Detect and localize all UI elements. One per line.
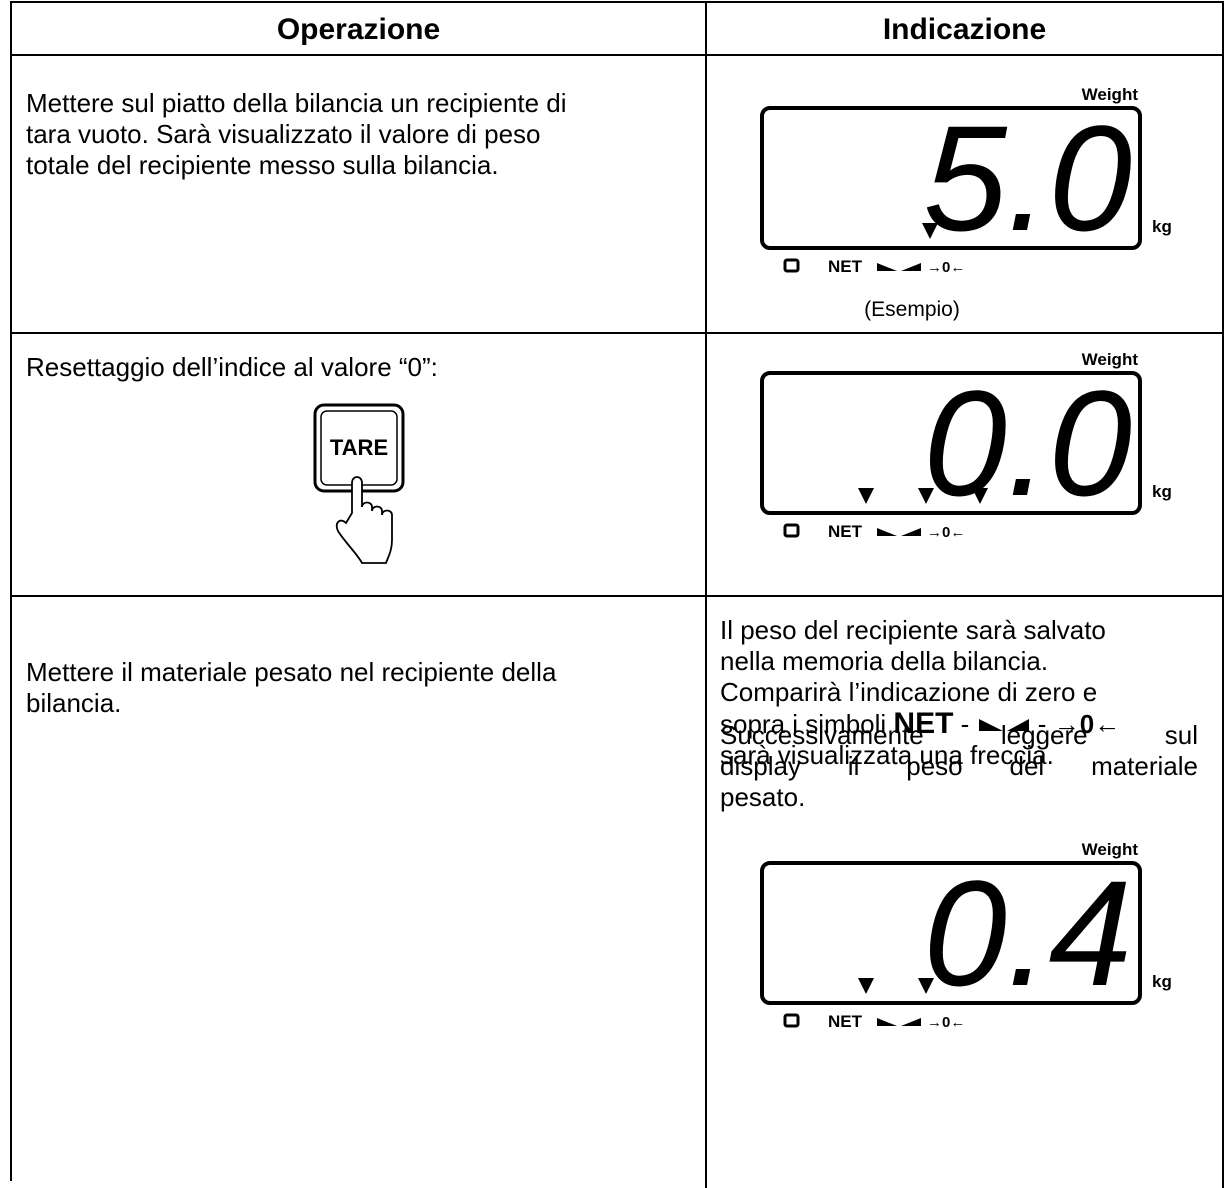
text-line: Mettere sul piatto della bilancia un rec… <box>26 88 567 118</box>
column-header: Indicazione <box>882 13 1047 46</box>
lcd-reading: 0.0 <box>923 359 1132 527</box>
indicator-arrow <box>972 488 988 504</box>
lcd-zero: →0← <box>927 259 965 276</box>
text-line: nella memoria della bilancia. <box>720 646 1049 676</box>
lcd-net: NET <box>828 1012 863 1031</box>
operation-text: Resettaggio dell’indice al valore “0”: <box>26 352 438 383</box>
indicator-arrow <box>858 978 874 994</box>
operation-text: Mettere sul piatto della bilancia un rec… <box>26 88 567 181</box>
lcd-frame <box>760 106 1142 250</box>
tare-symbol <box>901 1018 921 1026</box>
lcd-label: Weight <box>1082 350 1139 369</box>
text-span: sopra i simboli <box>720 709 887 739</box>
lcd-reading: 0.4 <box>923 849 1132 1017</box>
tare-symbol <box>877 263 897 271</box>
text-line: pesato. <box>720 782 806 812</box>
lcd-zero: →0← <box>927 524 965 541</box>
table-border <box>10 1 1224 3</box>
text-line: sarà visualizzata una freccia. <box>720 740 1054 770</box>
intro-text: Successivamente leggere sul display il p… <box>720 720 1198 813</box>
operation-text: Mettere il materiale pesato nel recipien… <box>26 657 556 719</box>
indicator-arrow <box>918 488 934 504</box>
text-line: display il peso del materiale <box>720 751 1198 781</box>
tare-symbol <box>877 1018 897 1026</box>
text-line: Mettere il materiale pesato nel recipien… <box>26 657 557 687</box>
zero-symbol: →0← <box>1053 709 1121 739</box>
stable-icon <box>783 523 800 538</box>
indicator-arrow <box>918 978 934 994</box>
shape <box>1006 719 1029 731</box>
lcd-zero: →0← <box>927 1014 965 1031</box>
stable-icon <box>783 1013 800 1028</box>
tare-symbol <box>901 528 921 536</box>
stable-icon <box>783 258 800 273</box>
tare-key-icon: TARE <box>313 403 405 564</box>
lcd-label: Weight <box>1082 85 1139 104</box>
indicator-arrow <box>858 488 874 504</box>
separator: - <box>1037 709 1047 739</box>
column-header: Operazione <box>276 13 441 46</box>
table-border <box>705 1 707 1188</box>
text-line: Il peso del recipiente sarà salvato <box>720 615 1106 645</box>
note-text: Il peso del recipiente sarà salvato nell… <box>720 615 1120 771</box>
lcd-label: Weight <box>1082 840 1139 859</box>
lcd-unit: kg <box>1152 217 1172 236</box>
table-border <box>10 332 1224 334</box>
key-label: TARE <box>330 435 388 460</box>
text-line: tara vuoto. Sarà visualizzato il valore … <box>26 119 541 149</box>
lcd-unit: kg <box>1152 482 1172 501</box>
lcd-frame <box>760 371 1142 515</box>
text-line: Resettaggio dell’indice al valore “0”: <box>26 352 438 382</box>
tare-symbol <box>877 528 897 536</box>
caption: (Esempio) <box>864 298 960 321</box>
separator: - <box>960 709 970 739</box>
shape <box>978 719 1003 731</box>
lcd-net: NET <box>828 522 863 541</box>
table-border <box>10 54 1224 56</box>
text-line: totale del recipiente messo sulla bilanc… <box>26 150 499 180</box>
table-border <box>10 595 1224 597</box>
text-line: bilancia. <box>26 688 122 718</box>
text-line: Comparirà l’indicazione di zero e <box>720 677 1098 707</box>
text-line: sopra i simboli NET - - →0← <box>720 708 1120 740</box>
lcd-unit: kg <box>1152 972 1172 991</box>
text-line: Successivamente leggere sul <box>720 720 1198 750</box>
tare-symbol <box>978 719 1029 731</box>
indicator-arrow <box>922 223 938 239</box>
hand <box>335 476 393 564</box>
table-border <box>10 1 12 1181</box>
table-border <box>1222 1 1224 1188</box>
tare-symbol <box>901 263 921 271</box>
lcd-reading: 5.0 <box>923 94 1132 262</box>
lcd-net: NET <box>828 257 863 276</box>
lcd-frame <box>760 861 1142 1005</box>
net-symbol: NET <box>893 707 954 740</box>
